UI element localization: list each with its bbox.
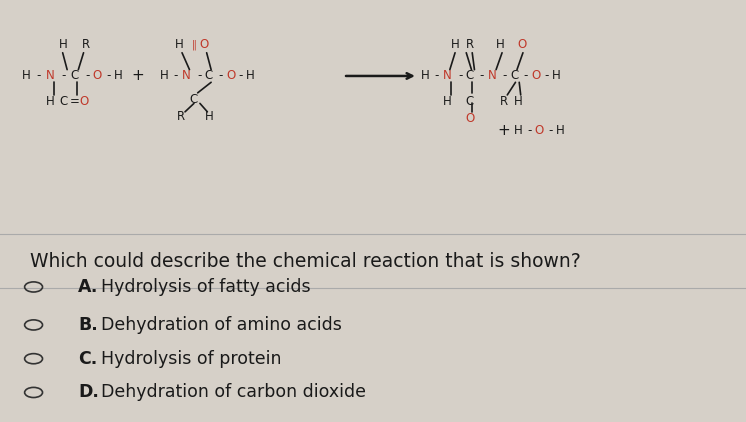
Text: H: H bbox=[113, 70, 122, 82]
Text: ‖: ‖ bbox=[192, 39, 196, 49]
Text: O: O bbox=[466, 112, 474, 124]
Text: O: O bbox=[531, 70, 540, 82]
Text: C.: C. bbox=[78, 350, 98, 368]
Text: N: N bbox=[488, 70, 497, 82]
Text: R: R bbox=[500, 95, 507, 108]
Text: H: H bbox=[59, 38, 68, 51]
Text: -: - bbox=[458, 70, 463, 82]
Text: -: - bbox=[37, 70, 41, 82]
Text: R: R bbox=[177, 110, 184, 122]
Text: +: + bbox=[131, 68, 145, 84]
Text: B.: B. bbox=[78, 316, 98, 334]
Text: N: N bbox=[46, 70, 55, 82]
Text: H: H bbox=[246, 70, 255, 82]
Text: H: H bbox=[160, 70, 169, 82]
Text: O: O bbox=[518, 38, 527, 51]
Text: Dehydration of carbon dioxide: Dehydration of carbon dioxide bbox=[101, 384, 366, 401]
Text: -: - bbox=[479, 70, 483, 82]
Text: N: N bbox=[443, 70, 452, 82]
Text: -: - bbox=[545, 70, 549, 82]
Text: C: C bbox=[466, 70, 474, 82]
Text: H: H bbox=[443, 95, 452, 108]
Text: -: - bbox=[239, 70, 243, 82]
Text: N: N bbox=[182, 70, 191, 82]
Text: R: R bbox=[466, 38, 474, 51]
Text: O: O bbox=[80, 95, 89, 108]
Text: -: - bbox=[548, 124, 553, 137]
Text: Hydrolysis of protein: Hydrolysis of protein bbox=[101, 350, 281, 368]
Text: C: C bbox=[59, 95, 68, 108]
Text: O: O bbox=[199, 38, 208, 51]
Text: -: - bbox=[61, 70, 66, 82]
Text: -: - bbox=[503, 70, 507, 82]
Text: O: O bbox=[226, 70, 235, 82]
Text: H: H bbox=[552, 70, 561, 82]
Text: C: C bbox=[204, 70, 213, 82]
Text: H: H bbox=[514, 124, 523, 137]
Text: Dehydration of amino acids: Dehydration of amino acids bbox=[101, 316, 342, 334]
Text: -: - bbox=[218, 70, 222, 82]
Text: R: R bbox=[82, 38, 90, 51]
Text: A.: A. bbox=[78, 278, 98, 296]
Text: D.: D. bbox=[78, 384, 99, 401]
Text: -: - bbox=[174, 70, 178, 82]
Text: -: - bbox=[197, 70, 201, 82]
Text: +: + bbox=[497, 123, 510, 138]
Text: H: H bbox=[22, 70, 31, 82]
Text: -: - bbox=[106, 70, 110, 82]
Text: H: H bbox=[175, 38, 184, 51]
Text: -: - bbox=[527, 124, 532, 137]
Text: H: H bbox=[421, 70, 430, 82]
Text: H: H bbox=[556, 124, 565, 137]
Text: -: - bbox=[524, 70, 528, 82]
Text: O: O bbox=[93, 70, 101, 82]
Text: -: - bbox=[434, 70, 439, 82]
Text: O: O bbox=[535, 124, 544, 137]
Text: -: - bbox=[85, 70, 90, 82]
Text: C: C bbox=[189, 93, 198, 106]
Text: C: C bbox=[70, 70, 79, 82]
Text: C: C bbox=[510, 70, 519, 82]
Text: H: H bbox=[514, 95, 523, 108]
Text: C: C bbox=[466, 95, 474, 108]
Text: H: H bbox=[495, 38, 504, 51]
Text: H: H bbox=[46, 95, 55, 108]
Text: H: H bbox=[204, 110, 213, 122]
Text: H: H bbox=[451, 38, 460, 51]
Text: Hydrolysis of fatty acids: Hydrolysis of fatty acids bbox=[101, 278, 310, 296]
Text: Which could describe the chemical reaction that is shown?: Which could describe the chemical reacti… bbox=[30, 252, 580, 271]
Text: =: = bbox=[69, 95, 80, 108]
